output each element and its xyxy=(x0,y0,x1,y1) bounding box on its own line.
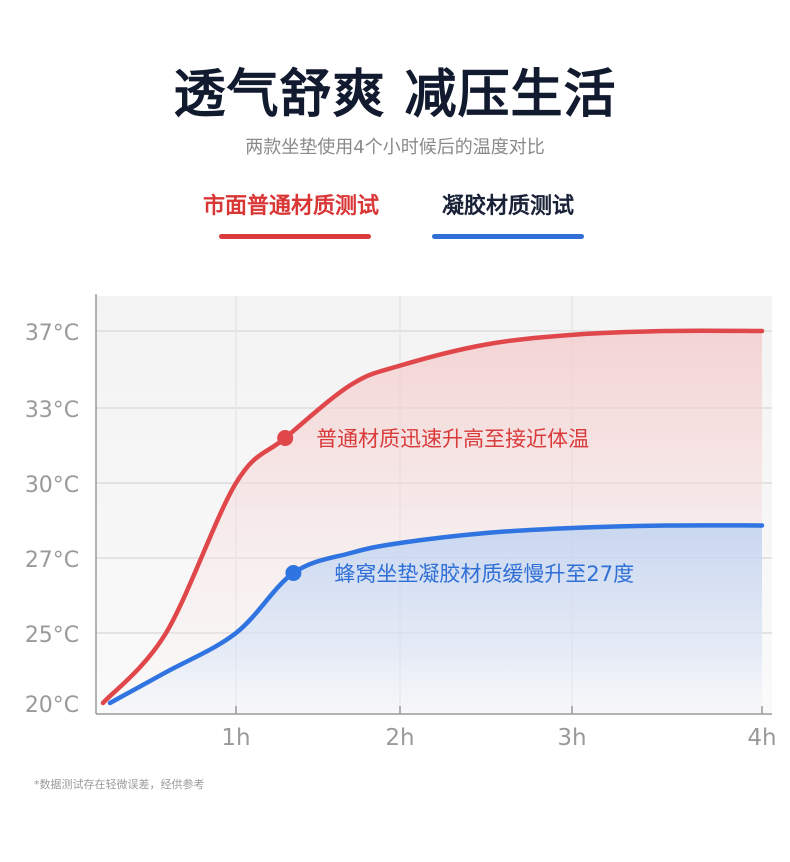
y-tick-label: 37°C xyxy=(25,321,79,346)
y-tick-label: 33°C xyxy=(25,398,79,423)
y-tick-label: 27°C xyxy=(25,548,79,573)
x-tick-label: 4h xyxy=(747,725,776,751)
series-line-gel xyxy=(107,523,765,706)
annotation-marker-gel xyxy=(285,565,302,581)
legend-label-ordinary: 市面普通材质测试 xyxy=(202,194,379,219)
footnote: *数据测试存在轻微误差，经供参考 xyxy=(34,778,205,791)
page-subtitle: 两款坐垫使用4个小时候后的温度对比 xyxy=(245,137,545,158)
x-tick-label: 2h xyxy=(385,725,414,751)
legend-item-gel: 凝胶材质测试 xyxy=(430,188,586,239)
y-tick-label: 30°C xyxy=(25,473,79,498)
annotation-marker-ordinary xyxy=(277,430,294,446)
annotation-label-ordinary: 普通材质迅速升高至接近体温 xyxy=(316,427,589,451)
area-fill-gel xyxy=(110,525,762,714)
y-tick-label: 20°C xyxy=(25,693,79,718)
page-title: 透气舒爽 减压生活 xyxy=(173,65,617,125)
legend-item-ordinary: 市面普通材质测试 xyxy=(188,188,394,239)
series-line-ordinary xyxy=(100,328,765,706)
y-tick-label: 25°C xyxy=(25,623,79,648)
x-tick-label: 1h xyxy=(221,725,250,751)
legend-swatch-ordinary xyxy=(219,234,371,239)
annotation-label-gel: 蜂窝坐垫凝胶材质缓慢升至27度 xyxy=(334,562,634,586)
legend-label-gel: 凝胶材质测试 xyxy=(441,194,574,219)
legend-swatch-gel xyxy=(432,234,584,239)
x-tick-label: 3h xyxy=(557,725,586,751)
